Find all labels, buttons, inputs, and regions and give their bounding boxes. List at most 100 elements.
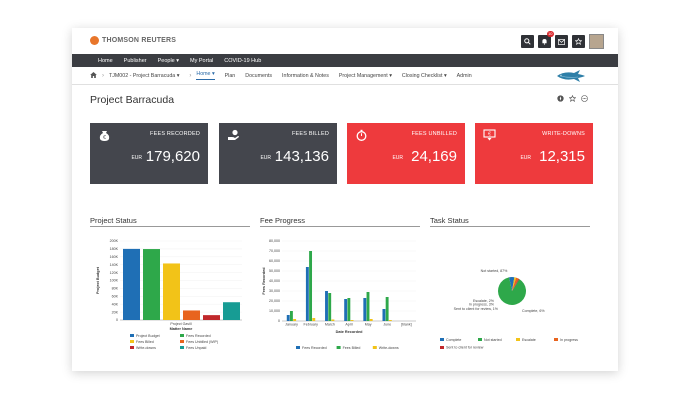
y-tick-label: 80,000	[269, 239, 280, 243]
bar-fees-billed-february[interactable]	[309, 251, 313, 321]
tab-plan[interactable]: Plan	[224, 72, 236, 79]
nav-item-home[interactable]: Home	[98, 57, 113, 64]
pie-label-in-progress: In progress, 3%	[469, 303, 495, 307]
y-tick-label: 20K	[112, 310, 119, 314]
pie-slice-sent-to-client-for-review[interactable]	[512, 278, 520, 291]
home-icon[interactable]	[90, 71, 97, 80]
y-tick-label: 0	[278, 319, 280, 323]
bar-fees-recorded[interactable]	[143, 249, 160, 320]
kpi-label: FEES BILLED	[291, 131, 329, 137]
legend-swatch	[130, 334, 134, 337]
barracuda-icon	[557, 70, 585, 82]
pie-slice-complete[interactable]	[509, 277, 515, 291]
tab-admin[interactable]: Admin	[456, 72, 472, 79]
svg-text:€: €	[488, 132, 491, 138]
bar-fees-unpaid[interactable]	[223, 302, 240, 320]
section-divider	[260, 226, 420, 227]
breadcrumb-project[interactable]: TJM002 - Project Barracuda ▾	[109, 72, 180, 79]
search-icon[interactable]	[521, 35, 534, 48]
bar-write-downs-january[interactable]	[293, 319, 297, 321]
legend-item-fees-recorded[interactable]: Fees Recorded	[302, 346, 327, 350]
legend-item-in-progress[interactable]: In progress	[560, 338, 578, 342]
bar-fees-billed-june[interactable]	[385, 297, 389, 321]
star-outline-icon[interactable]	[568, 94, 577, 104]
chevron-right-icon: ›	[102, 72, 104, 79]
legend-item-fees-billed[interactable]: Fees Billed	[343, 346, 361, 350]
bar-write-downs-april[interactable]	[350, 320, 354, 321]
tab-project-management[interactable]: Project Management ▾	[338, 72, 392, 79]
compass-icon[interactable]	[557, 95, 564, 104]
kpi-card-fees-unbilled[interactable]: FEES UNBILLED EUR 24,169	[347, 123, 465, 184]
app-window: THOMSON REUTERS 10 Home Publisher People…	[72, 28, 618, 371]
kpi-card-fees-billed[interactable]: FEES BILLED EUR 143,136	[219, 123, 337, 184]
pie-slice-not-started[interactable]	[498, 277, 526, 305]
star-icon[interactable]	[572, 35, 585, 48]
bar-fees-recorded-march[interactable]	[325, 291, 328, 321]
y-tick-label: 30,000	[269, 289, 280, 293]
section-divider	[90, 226, 250, 227]
bar-write-downs-march[interactable]	[331, 319, 335, 322]
breadcrumb: › TJM002 - Project Barracuda ▾ › Home ▾ …	[72, 67, 618, 85]
bar-fees-billed[interactable]	[163, 263, 180, 320]
legend-item-complete[interactable]: Complete	[446, 338, 461, 342]
legend-swatch	[296, 346, 300, 349]
y-tick-label: 100K	[110, 279, 119, 283]
kpi-currency: EUR	[131, 155, 142, 161]
legend-item-escalate[interactable]: Escalate	[522, 338, 536, 342]
tab-documents[interactable]: Documents	[245, 72, 273, 79]
avatar[interactable]	[589, 34, 604, 49]
bar-write-downs[interactable]	[203, 315, 220, 320]
main-nav: Home Publisher People ▾ My Portal COVID-…	[72, 54, 618, 67]
bar-write-downs-may[interactable]	[369, 319, 373, 321]
tab-closing-checklist[interactable]: Closing Checklist ▾	[401, 72, 447, 79]
legend-item-not-started[interactable]: Not started	[484, 338, 502, 342]
more-options-icon[interactable]	[581, 95, 588, 104]
bar-write-downs-june[interactable]	[388, 320, 392, 321]
pie-label-complete: Complete, 6%	[522, 309, 545, 313]
bar-fees-recorded-january[interactable]	[286, 315, 290, 321]
nav-item-people[interactable]: People ▾	[157, 57, 180, 64]
bell-icon[interactable]: 10	[538, 31, 554, 48]
tab-home[interactable]: Home ▾	[196, 71, 215, 80]
pie-slice-escalate[interactable]	[512, 277, 517, 291]
legend-item-fees-unpaid[interactable]: Fees Unpaid	[186, 346, 206, 350]
bar-write-downs-february[interactable]	[312, 318, 316, 321]
legend-item-sent-to-client-for-review[interactable]: Sent to client for review	[446, 346, 484, 350]
y-tick-label: 140K	[110, 263, 119, 267]
nav-item-publisher[interactable]: Publisher	[123, 57, 147, 64]
bar-fees-recorded-june[interactable]	[382, 309, 386, 321]
legend-swatch	[180, 340, 184, 343]
x-tick-label: Project Gavill	[170, 322, 191, 326]
nav-item-covid-hub[interactable]: COVID-19 Hub	[224, 57, 262, 64]
bar-fees-billed-may[interactable]	[366, 292, 370, 321]
bar-fees-recorded-february[interactable]	[305, 267, 309, 321]
kpi-card-fees-recorded[interactable]: € FEES RECORDED EUR 179,620	[90, 123, 208, 184]
tab-information-notes[interactable]: Information & Notes	[282, 72, 329, 79]
bar-fees-recorded-may[interactable]	[363, 298, 367, 321]
kpi-card-write-downs[interactable]: € WRITE-DOWNS EUR 12,315	[475, 123, 593, 184]
legend-item-project-budget[interactable]: Project Budget	[136, 334, 160, 338]
kpi-label: FEES UNBILLED	[411, 131, 457, 137]
y-tick-label: 40K	[112, 302, 119, 306]
logo[interactable]: THOMSON REUTERS	[90, 36, 176, 45]
x-tick-label: March	[325, 323, 335, 327]
bar-fees-unbilled-wip[interactable]	[183, 310, 200, 320]
pie-label-escalate: Escalate, 2%	[473, 299, 495, 303]
legend-item-fees-billed[interactable]: Fees Billed	[136, 340, 154, 344]
bar-fees-recorded-april[interactable]	[344, 299, 348, 321]
legend-item-write-downs[interactable]: Write-downs	[379, 346, 399, 350]
mail-icon[interactable]	[555, 35, 568, 48]
legend-item-write-downs[interactable]: Write-downs	[136, 346, 156, 350]
kpi-value: 24,169	[411, 148, 457, 165]
pie-slice-in-progress[interactable]	[512, 277, 519, 291]
nav-item-my-portal[interactable]: My Portal	[190, 57, 214, 64]
bar-fees-billed-january[interactable]	[289, 311, 293, 321]
page-actions	[557, 94, 588, 104]
legend-item-fees-unbilled-wip[interactable]: Fees Unbilled (WIP)	[186, 340, 218, 344]
legend-item-fees-recorded[interactable]: Fees Recorded	[186, 334, 211, 338]
bar-project-budget[interactable]	[123, 248, 140, 320]
task-status-chart: Not started, 87% Complete, 6% Escalate, 2%…	[440, 269, 578, 350]
section-title-task-status: Task Status	[430, 216, 469, 225]
bar-fees-billed-march[interactable]	[328, 293, 332, 321]
bar-fees-billed-april[interactable]	[347, 298, 351, 321]
